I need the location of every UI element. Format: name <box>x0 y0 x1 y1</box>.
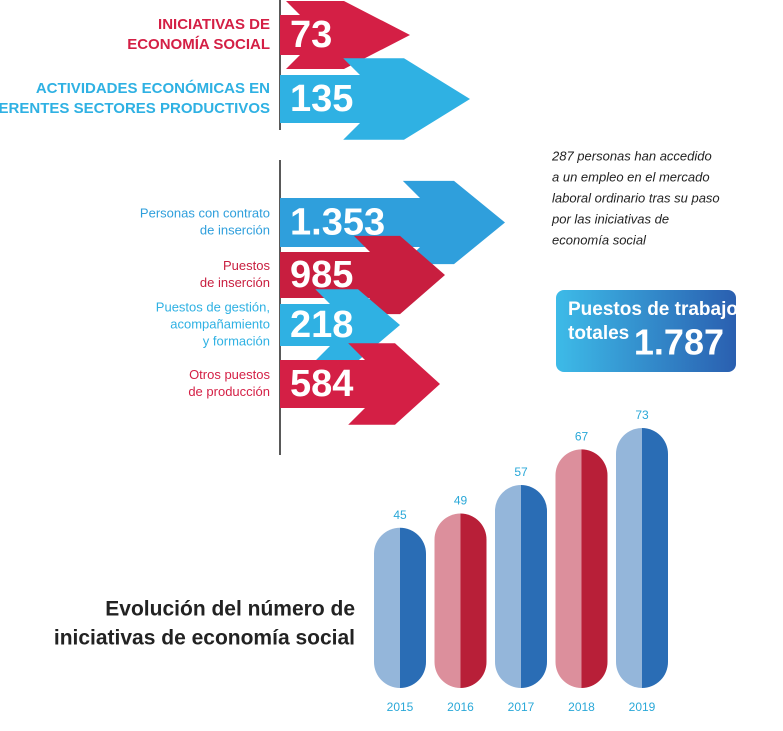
arrow <box>280 1 410 69</box>
bar <box>374 527 426 688</box>
arrow-label: Puestos <box>223 258 270 273</box>
arrow-value: 584 <box>290 363 353 405</box>
bar <box>555 449 608 688</box>
chart-title: Evolución del número de <box>105 598 355 621</box>
total-label: Puestos de trabajo <box>568 299 738 320</box>
arrow-label: de inserción <box>200 275 270 290</box>
total-box <box>556 290 736 372</box>
arrow-value: 218 <box>290 304 353 346</box>
total-value: 1.787 <box>634 322 724 363</box>
arrow <box>280 289 400 361</box>
arrow-label: ACTIVIDADES ECONÓMICAS EN <box>36 79 270 97</box>
value-label: 67 <box>575 430 589 444</box>
arrow <box>280 180 505 265</box>
arrow-label: de producción <box>188 384 270 399</box>
arrow <box>280 58 470 140</box>
arrow-label: INICIATIVAS DE <box>158 16 270 33</box>
chart-title: iniciativas de economía social <box>54 627 355 650</box>
arrow-value: 135 <box>290 78 353 120</box>
arrow-label: y formación <box>203 333 270 348</box>
arrow-label: de inserción <box>200 222 270 237</box>
arrow-label: Personas con contrato <box>140 205 270 220</box>
x-tick-label: 2017 <box>508 700 535 714</box>
note-line: economía social <box>552 232 647 247</box>
arrow-label: DIFERENTES SECTORES PRODUCTIVOS <box>0 100 270 117</box>
arrow-label: Otros puestos <box>189 367 270 382</box>
x-tick-label: 2018 <box>568 700 595 714</box>
value-label: 57 <box>514 465 528 479</box>
arrow-label: Puestos de gestión, <box>156 299 270 314</box>
bar <box>616 428 668 688</box>
arrow-value: 73 <box>290 14 332 56</box>
arrow <box>280 343 440 425</box>
note-line: laboral ordinario tras su paso <box>552 190 720 205</box>
x-tick-label: 2016 <box>447 700 474 714</box>
total-label: totales <box>568 323 629 344</box>
x-tick-label: 2015 <box>387 700 414 714</box>
note-line: por las iniciativas de <box>551 211 669 226</box>
value-label: 49 <box>454 494 468 508</box>
arrow-value: 1.353 <box>290 202 385 244</box>
note-line: a un empleo en el mercado <box>552 169 710 184</box>
bar <box>495 484 547 688</box>
arrow-label: ECONOMÍA SOCIAL <box>127 36 270 53</box>
bar <box>434 513 487 688</box>
value-label: 45 <box>393 508 407 522</box>
note-line: 287 personas han accedido <box>551 148 712 163</box>
x-tick-label: 2019 <box>629 700 656 714</box>
arrow-value: 985 <box>290 254 353 296</box>
value-label: 73 <box>635 408 649 422</box>
arrow-label: acompañamiento <box>170 316 270 331</box>
